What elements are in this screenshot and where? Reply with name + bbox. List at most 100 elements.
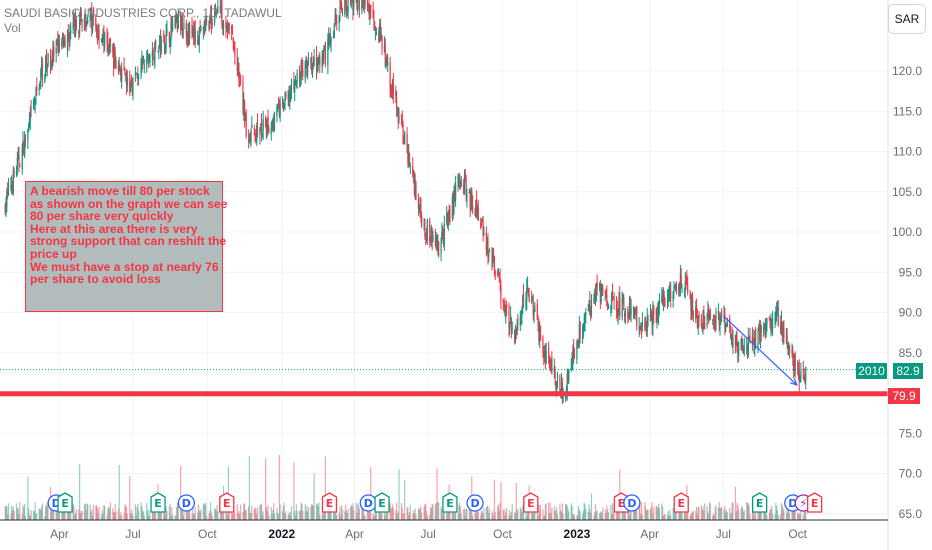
candle-body (578, 324, 580, 344)
volume-bar (452, 510, 454, 520)
annotation-text-box[interactable]: A bearish move till 80 per stock as shown… (25, 181, 227, 312)
candle-body (311, 65, 314, 74)
volume-bar (153, 506, 155, 520)
earnings-event-icon[interactable] (752, 492, 768, 513)
candle-body (254, 129, 256, 141)
volume-bar (41, 503, 44, 520)
volume-bar (355, 503, 357, 520)
candle-body (72, 22, 74, 30)
currency-button[interactable]: SAR (888, 4, 926, 34)
earnings-event-icon[interactable] (57, 492, 73, 513)
candle-body (120, 74, 122, 81)
candle-body (653, 306, 655, 315)
candle-body (768, 318, 770, 320)
candle-body (556, 383, 558, 392)
earnings-event-icon[interactable] (442, 492, 458, 513)
candle-body (449, 213, 451, 220)
volume-bar (398, 469, 400, 520)
volume-bar (58, 507, 60, 520)
dividend-event-icon[interactable] (623, 494, 641, 512)
volume-bar (715, 505, 717, 520)
volume-bar (273, 503, 275, 520)
volume-bar (165, 506, 167, 520)
volume-label[interactable]: Vol (4, 21, 21, 35)
volume-bar (717, 507, 720, 520)
trend-arrow[interactable] (722, 315, 798, 386)
candle-body (259, 127, 261, 136)
volume-bar (670, 515, 672, 520)
volume-bar (747, 503, 749, 520)
volume-bar (590, 493, 593, 520)
earnings-event-icon[interactable] (806, 492, 823, 513)
candle-body (573, 356, 576, 358)
candle-body (708, 308, 710, 317)
volume-bar (729, 508, 731, 520)
candle-body (531, 298, 534, 300)
volume-bar (579, 511, 581, 520)
candle-body (468, 192, 470, 194)
volume-bar (788, 503, 790, 520)
volume-bar (600, 511, 602, 520)
candle-body (266, 117, 268, 137)
earnings-event-icon[interactable] (374, 492, 390, 513)
volume-bar (497, 506, 499, 520)
earnings-event-icon[interactable] (321, 492, 338, 513)
volume-bar (131, 513, 133, 520)
candle-body (509, 322, 511, 328)
candle-body (702, 311, 704, 326)
dividend-event-icon[interactable] (177, 494, 196, 512)
volume-bar (755, 506, 757, 520)
time-axis[interactable]: Apr Jul Oct 2022 Apr Jul Oct 2023 Apr Jul Oct (0, 519, 888, 541)
symbol-title[interactable]: SAUDI BASIC INDUSTRIES CORP., 1D, TADAWU… (4, 6, 282, 20)
volume-bar (440, 506, 442, 520)
volume-bar (652, 513, 654, 520)
candle-body (17, 153, 19, 159)
volume-bar (83, 504, 86, 520)
volume-bar (511, 504, 513, 520)
candle-body (577, 338, 579, 343)
volume-bar (391, 504, 394, 520)
candle-body (347, 0, 349, 12)
candle-body (655, 317, 657, 319)
candle-body (689, 294, 691, 297)
volume-bar (666, 514, 669, 520)
volume-bar (522, 506, 525, 520)
earnings-event-icon[interactable] (150, 492, 166, 513)
candle-body (38, 88, 40, 91)
event-marker-glyph: E (756, 497, 764, 510)
candle-body (364, 0, 366, 5)
volume-bar (634, 506, 636, 520)
volume-bar (446, 513, 449, 520)
candle-body (131, 85, 133, 92)
volume-bar (185, 506, 187, 520)
candle-body (15, 171, 18, 175)
earnings-event-icon[interactable] (673, 492, 689, 513)
candle-body (548, 347, 550, 355)
volume-bar (384, 515, 386, 520)
volume-bar (695, 506, 698, 520)
y-tick-label: 115.0 (893, 104, 922, 118)
volume-bar (214, 509, 217, 520)
volume-bar (622, 506, 624, 520)
volume-bar (262, 511, 264, 520)
candle-body (460, 181, 462, 187)
volume-bar (502, 509, 504, 520)
price-axis[interactable]: 65.0 70.0 75.0 85.0 90.0 95.0 100.0 105.0 110.0 1… (887, 0, 922, 550)
volume-bar (239, 514, 241, 520)
volume-bar (408, 515, 410, 520)
candle-body (389, 62, 391, 90)
candle-body (129, 77, 131, 93)
candle-body (5, 203, 7, 212)
earnings-event-icon[interactable] (219, 492, 235, 513)
candle-body (255, 137, 257, 141)
dividend-event-icon[interactable] (466, 494, 484, 512)
candle-body (66, 32, 69, 51)
candle-body (271, 126, 273, 130)
volume-bar (152, 511, 154, 520)
volume-bar (395, 510, 397, 520)
candle-body (731, 334, 733, 346)
candle-body (401, 115, 403, 127)
earnings-event-icon[interactable] (523, 492, 539, 513)
volume-bar (543, 515, 546, 520)
volume-bar (75, 509, 77, 520)
